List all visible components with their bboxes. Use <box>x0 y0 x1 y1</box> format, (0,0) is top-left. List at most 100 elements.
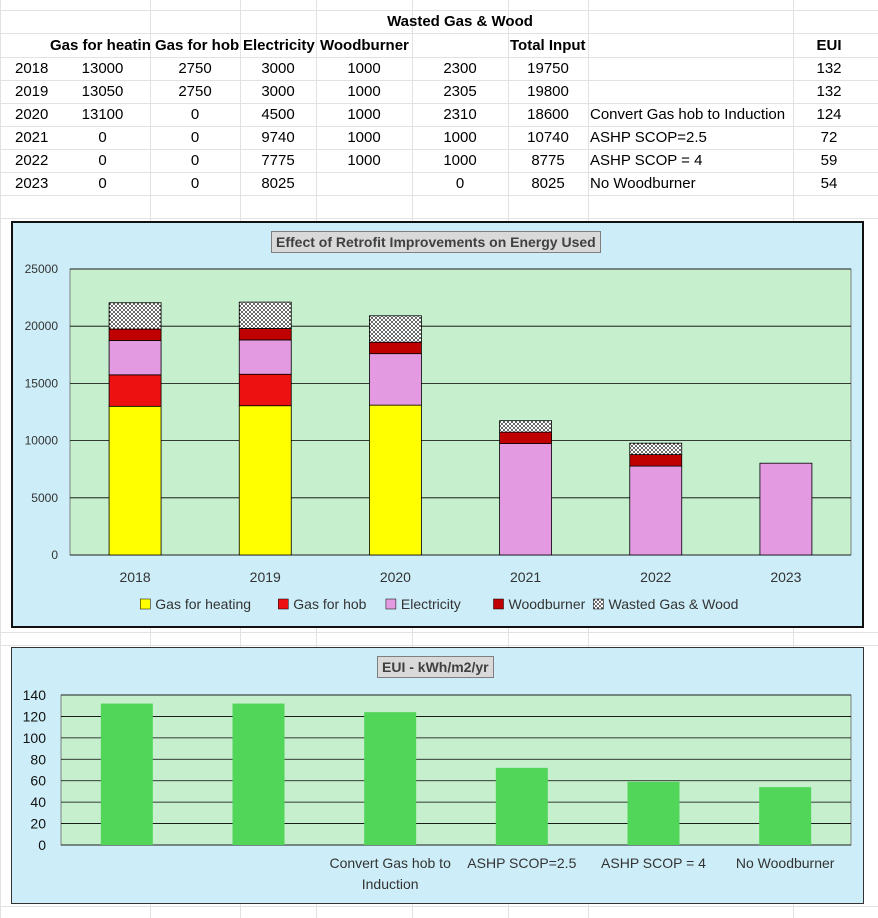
bar-segment <box>108 405 162 556</box>
y-tick-label: 80 <box>30 751 46 767</box>
cell-gas-hob[interactable]: 2750 <box>178 60 212 77</box>
bar-segment <box>369 341 422 355</box>
legend-label: Electricity <box>401 596 461 612</box>
cell-woodburner[interactable]: 1000 <box>347 129 381 146</box>
eui-bar <box>627 781 680 845</box>
bar-segment <box>369 315 422 343</box>
bar-segment <box>759 462 813 556</box>
y-tick-label: 5000 <box>31 491 58 505</box>
bar-segment <box>499 420 552 433</box>
cell-gas-heating[interactable]: 13100 <box>81 106 124 123</box>
cell-year[interactable]: 2018 <box>15 60 49 77</box>
cell-year[interactable]: 2019 <box>15 83 49 100</box>
y-tick-label: 40 <box>30 794 46 810</box>
eui-bar <box>495 767 548 845</box>
bar-segment <box>238 339 292 375</box>
legend-swatch <box>278 598 289 610</box>
cell-gas-heating[interactable]: 0 <box>98 129 107 146</box>
cell-eui[interactable]: 54 <box>820 175 838 192</box>
cell-electricity[interactable]: 8025 <box>261 175 295 192</box>
cell-electricity[interactable]: 9740 <box>261 129 295 146</box>
header-woodburner[interactable]: Woodburner <box>320 37 409 54</box>
cell-year[interactable]: 2023 <box>15 175 49 192</box>
cell-eui[interactable]: 132 <box>816 83 842 100</box>
cell-gas-hob[interactable]: 0 <box>190 129 200 146</box>
cell-wasted[interactable]: 2300 <box>443 60 477 77</box>
cell-total-input[interactable]: 8775 <box>531 152 565 169</box>
y-tick-label: 0 <box>38 837 46 853</box>
bar-segment <box>238 328 292 341</box>
cell-woodburner[interactable]: 1000 <box>347 152 381 169</box>
header-electricity[interactable]: Electricity <box>243 37 315 54</box>
bar-segment <box>108 302 162 330</box>
cell-eui[interactable]: 132 <box>816 60 842 77</box>
cell-note[interactable]: ASHP SCOP=2.5 <box>590 129 707 146</box>
bar-segment <box>108 328 162 341</box>
x-tick-label: ASHP SCOP=2.5 <box>467 855 576 871</box>
cell-woodburner[interactable]: 1000 <box>347 83 381 100</box>
cell-woodburner[interactable]: 1000 <box>347 106 381 123</box>
cell-gas-hob[interactable]: 2750 <box>178 83 212 100</box>
cell-note[interactable]: Convert Gas hob to Induction <box>590 106 786 123</box>
cell-electricity[interactable]: 4500 <box>261 106 295 123</box>
cell-note[interactable]: ASHP SCOP = 4 <box>590 152 703 169</box>
cell-gas-hob[interactable]: 0 <box>190 175 200 192</box>
header-eui[interactable]: EUI <box>816 37 842 54</box>
bar-segment <box>369 404 422 556</box>
cell-eui[interactable]: 59 <box>820 152 838 169</box>
cell-woodburner[interactable]: 1000 <box>347 60 381 77</box>
cell-wasted[interactable]: 1000 <box>443 152 477 169</box>
cell-total-input[interactable]: 8025 <box>531 175 565 192</box>
bar-segment <box>238 301 292 329</box>
bar-segment <box>499 431 552 444</box>
y-tick-label: 100 <box>23 730 47 746</box>
legend-label: Woodburner <box>509 596 586 612</box>
cell-total-input[interactable]: 19750 <box>527 60 569 77</box>
cell-electricity[interactable]: 7775 <box>261 152 295 169</box>
bar-segment <box>238 373 292 407</box>
bar-segment <box>369 353 422 406</box>
cell-total-input[interactable]: 10740 <box>527 129 569 146</box>
x-tick-label: No Woodburner <box>736 855 835 871</box>
cell-eui[interactable]: 124 <box>816 106 842 123</box>
cell-electricity[interactable]: 3000 <box>261 60 295 77</box>
cell-wasted[interactable]: 2305 <box>443 83 477 100</box>
cell-eui[interactable]: 72 <box>820 129 838 146</box>
header-wasted-top[interactable]: Wasted Gas & Wood <box>387 13 533 30</box>
cell-wasted[interactable]: 2310 <box>443 106 477 123</box>
header-total-input[interactable]: Total Input <box>510 37 586 54</box>
plot-area <box>60 694 852 846</box>
y-tick-label: 25000 <box>25 262 59 276</box>
y-tick-label: 10000 <box>25 434 59 448</box>
cell-gas-hob[interactable]: 0 <box>190 152 200 169</box>
x-tick-label: 2021 <box>510 569 541 585</box>
cell-gas-hob[interactable]: 0 <box>190 106 200 123</box>
x-tick-label: 2018 <box>120 569 151 585</box>
cell-gas-heating[interactable]: 0 <box>98 175 107 192</box>
x-tick-label: ASHP SCOP = 4 <box>601 855 706 871</box>
cell-wasted[interactable]: 1000 <box>443 129 477 146</box>
cell-year[interactable]: 2021 <box>15 129 49 146</box>
eui-bar <box>232 703 285 845</box>
bar-segment <box>108 340 162 376</box>
header-gas-hob[interactable]: Gas for hob <box>155 37 240 54</box>
cell-total-input[interactable]: 19800 <box>527 83 569 100</box>
cell-total-input[interactable]: 18600 <box>527 106 569 123</box>
cell-year[interactable]: 2022 <box>15 152 49 169</box>
cell-year[interactable]: 2020 <box>15 106 49 123</box>
cell-wasted[interactable]: 0 <box>455 175 465 192</box>
cell-electricity[interactable]: 3000 <box>261 83 295 100</box>
legend-label: Wasted Gas & Wood <box>609 596 739 612</box>
cell-note[interactable]: No Woodburner <box>590 175 696 192</box>
legend-swatch <box>493 598 504 610</box>
y-tick-label: 120 <box>23 708 47 724</box>
cell-gas-heating[interactable]: 0 <box>98 152 107 169</box>
y-tick-label: 20000 <box>25 319 59 333</box>
header-gas-heating[interactable]: Gas for heating <box>50 37 150 54</box>
bar-segment <box>629 442 683 456</box>
cell-gas-heating[interactable]: 13050 <box>81 83 124 100</box>
bar-segment <box>629 465 683 556</box>
cell-gas-heating[interactable]: 13000 <box>81 60 124 77</box>
plot-area <box>69 268 852 556</box>
